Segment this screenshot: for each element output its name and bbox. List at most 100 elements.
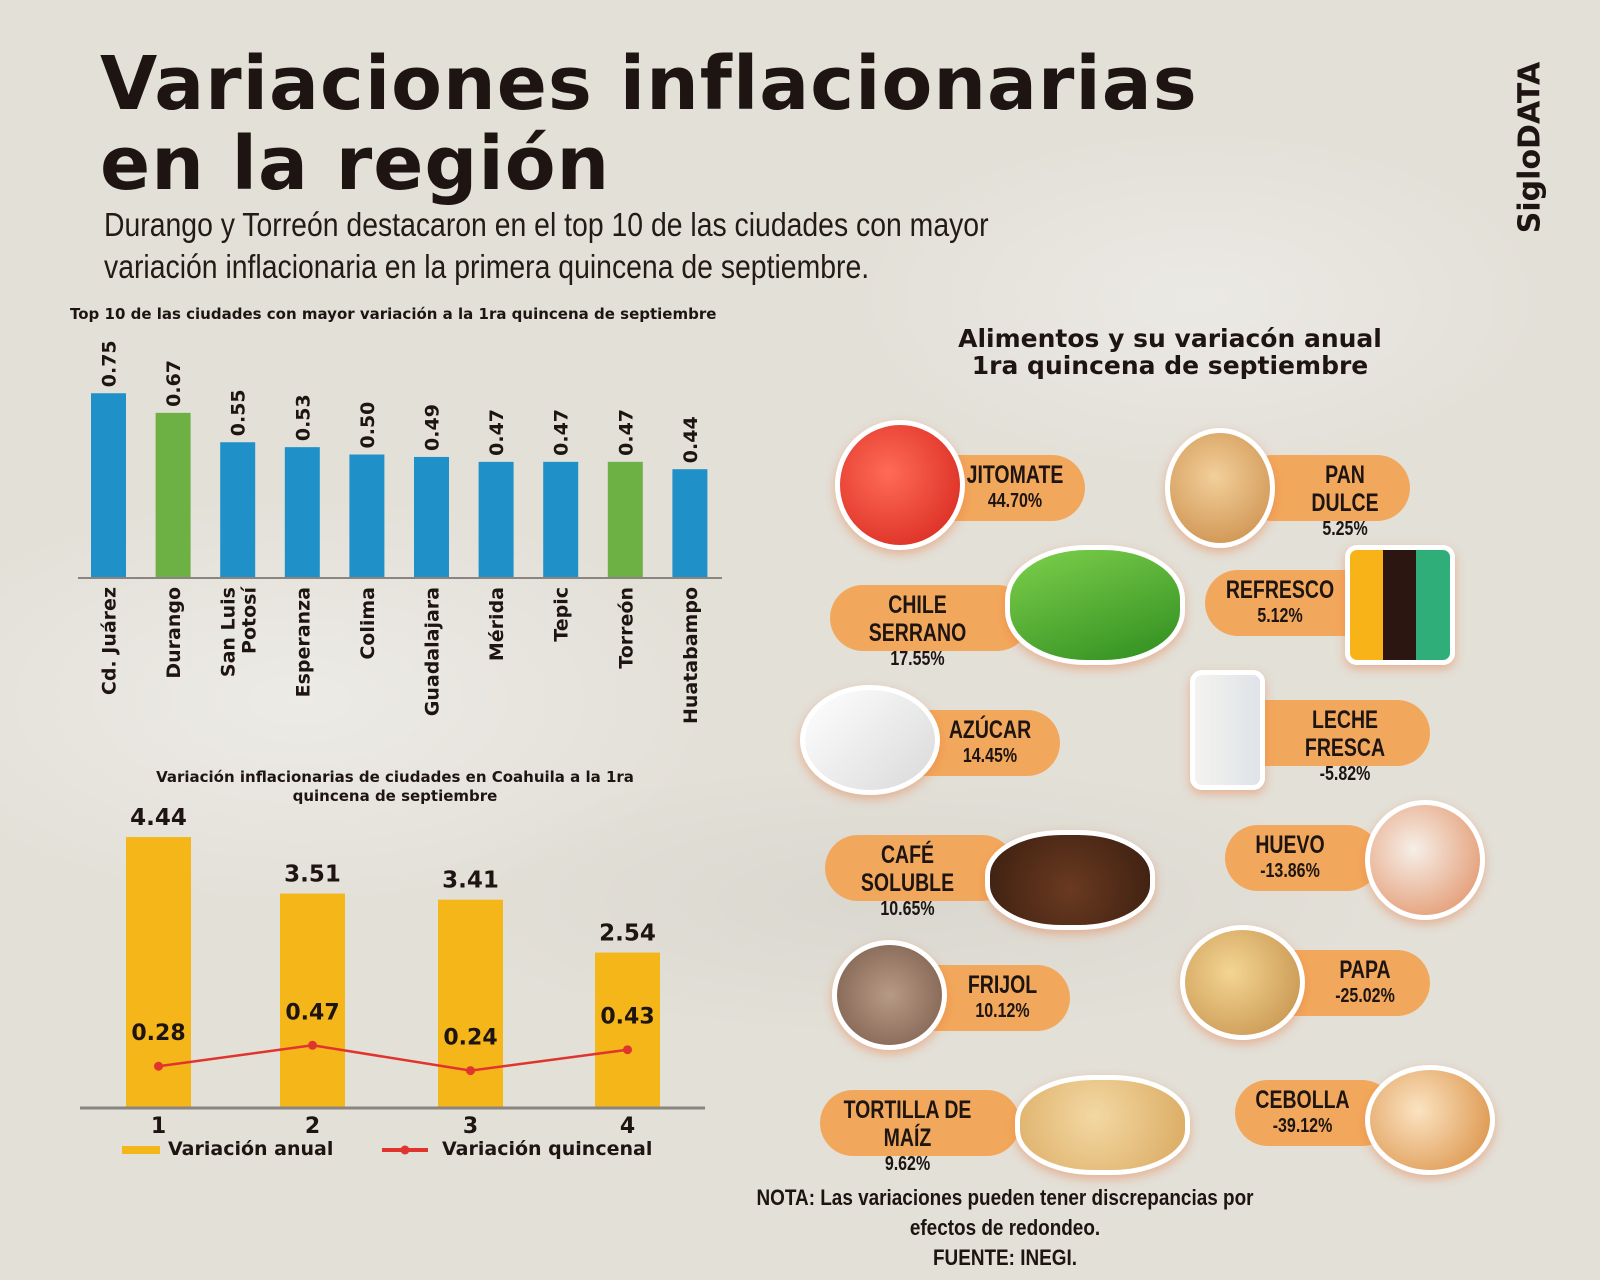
page-title: Variaciones inflacionarias en la región: [100, 44, 1198, 204]
category-label-0: Cd. Juárez: [99, 587, 121, 695]
food-pill: [825, 835, 1015, 901]
top10-chart-title: Top 10 de las ciudades con mayor variaci…: [70, 305, 717, 323]
food-name: PAN DULCE: [1311, 461, 1379, 517]
food-value: 10.65%: [880, 898, 935, 920]
subtitle: Durango y Torreón destacaron en el top 1…: [104, 204, 1119, 288]
food-name: PAPA: [1339, 956, 1391, 984]
category-label-2: 3: [463, 1114, 478, 1139]
data-label-0: 0.75: [99, 340, 121, 387]
quincenal-point-0: [154, 1061, 163, 1071]
bar-5: [414, 456, 449, 577]
title-line-1: Variaciones inflacionarias: [100, 41, 1198, 127]
potato-icon: [1180, 925, 1305, 1040]
food-name: AZÚCAR: [948, 716, 1032, 744]
category-label-0: 1: [151, 1114, 166, 1139]
bar-8: [607, 461, 643, 577]
data-label-6: 0.47: [486, 409, 508, 456]
food-pill: [1225, 825, 1380, 891]
tomato-icon: [835, 420, 965, 550]
data-label-9: 0.44: [680, 416, 702, 463]
subtitle-line-1: Durango y Torreón destacaron en el top 1…: [104, 206, 989, 243]
category-label-7: Tepic: [551, 587, 573, 642]
quincenal-point-1: [308, 1040, 317, 1050]
annual-label-0: 4.44: [130, 805, 187, 831]
quincenal-label-0: 0.28: [131, 1021, 185, 1046]
annual-label-3: 2.54: [599, 921, 656, 947]
top10-bar-chart: 0.75 Cd. Juárez 0.67 Durango 0.55 San LuisPot…: [78, 340, 722, 724]
food-text: REFRESCO 5.12%: [1205, 576, 1355, 628]
annual-bar-2: [438, 899, 503, 1107]
food-value: 9.62%: [884, 1153, 931, 1175]
data-label-4: 0.50: [357, 402, 379, 449]
bar-1: [155, 412, 191, 577]
quincenal-point-2: [466, 1066, 475, 1076]
food-name: CAFÉ SOLUBLE: [860, 841, 955, 897]
bar-4: [349, 454, 385, 577]
coahuila-chart-title: Variación inflacionarias de ciudades en …: [156, 768, 634, 805]
foods-title-line-2: 1ra quincena de septiembre: [971, 351, 1369, 380]
food-text: LECHE FRESCA -5.82%: [1260, 706, 1430, 786]
quincenal-line: [158, 1044, 628, 1072]
footer: NOTA: Las variaciones pueden tener discr…: [743, 1183, 1268, 1273]
category-label-6: Mérida: [486, 587, 508, 661]
quincenal-point-3: [623, 1045, 632, 1055]
food-name: JITOMATE: [966, 461, 1064, 489]
bar-7: [543, 461, 579, 577]
food-text: CAFÉ SOLUBLE 10.65%: [825, 841, 990, 921]
chili-pepper-icon: [1005, 545, 1185, 665]
food-pill: [830, 585, 1030, 651]
milk-glass-icon: [1190, 670, 1265, 790]
bar-2: [220, 442, 256, 577]
data-label-2: 0.55: [228, 389, 250, 436]
category-label-3: 4: [620, 1114, 635, 1139]
category-label-1: 2: [305, 1114, 320, 1139]
legend-quincenal-label: Variación quincenal: [442, 1138, 652, 1160]
foods-title-line-1: Alimentos y su variacón anual: [958, 324, 1382, 353]
bar-9: [672, 469, 708, 577]
soda-bottles-icon: [1345, 545, 1455, 665]
quincenal-label-3: 0.43: [600, 1005, 654, 1030]
data-label-8: 0.47: [615, 409, 637, 456]
category-label-5: Guadalajara: [422, 587, 444, 716]
bar-6: [478, 461, 514, 577]
food-text: CHILE SERRANO 17.55%: [830, 591, 1005, 671]
subtitle-line-2: variación inflacionaria en la primera qu…: [104, 248, 870, 285]
food-name: LECHE FRESCA: [1304, 706, 1386, 762]
concha-bread-icon: [1165, 428, 1275, 548]
footer-note: NOTA: Las variaciones pueden tener discr…: [756, 1185, 1254, 1240]
category-label-2: San LuisPotosí: [218, 586, 261, 678]
food-name: REFRESCO: [1225, 576, 1335, 604]
food-name: HUEVO: [1255, 831, 1325, 859]
data-label-3: 0.53: [292, 394, 314, 441]
onion-icon: [1365, 1065, 1495, 1175]
food-text: AZÚCAR 14.45%: [920, 716, 1060, 768]
quincenal-label-1: 0.47: [285, 1000, 339, 1025]
data-label-7: 0.47: [551, 409, 573, 456]
food-value: -39.12%: [1272, 1115, 1333, 1137]
category-label-1: Durango: [163, 587, 185, 679]
food-text: PAPA -25.02%: [1300, 956, 1430, 1008]
category-label-3: Esperanza: [292, 587, 314, 697]
legend-annual-swatch: [122, 1146, 160, 1154]
food-value: 17.55%: [890, 648, 945, 670]
legend-quincenal-marker: [400, 1145, 410, 1155]
quincenal-label-2: 0.24: [443, 1026, 497, 1051]
food-text: HUEVO -13.86%: [1225, 831, 1355, 883]
food-value: 10.12%: [975, 1000, 1030, 1022]
food-name: FRIJOL: [967, 971, 1038, 999]
food-name: CHILE SERRANO: [868, 591, 967, 647]
food-text: TORTILLA DE MAÍZ 9.62%: [820, 1096, 995, 1176]
food-text: JITOMATE 44.70%: [945, 461, 1085, 513]
coffee-grounds-icon: [985, 830, 1155, 930]
food-value: 5.12%: [1257, 605, 1303, 627]
annual-label-1: 3.51: [284, 862, 341, 888]
footer-source: FUENTE: INEGI.: [932, 1245, 1077, 1270]
annual-label-2: 3.41: [442, 868, 499, 894]
food-value: 44.70%: [987, 490, 1043, 512]
annual-bar-3: [595, 952, 660, 1107]
tortilla-icon: [1015, 1075, 1190, 1175]
food-value: -13.86%: [1260, 860, 1320, 882]
food-name: TORTILLA DE MAÍZ: [843, 1096, 972, 1152]
food-pill: [820, 1090, 1020, 1156]
title-line-2: en la región: [100, 121, 611, 207]
